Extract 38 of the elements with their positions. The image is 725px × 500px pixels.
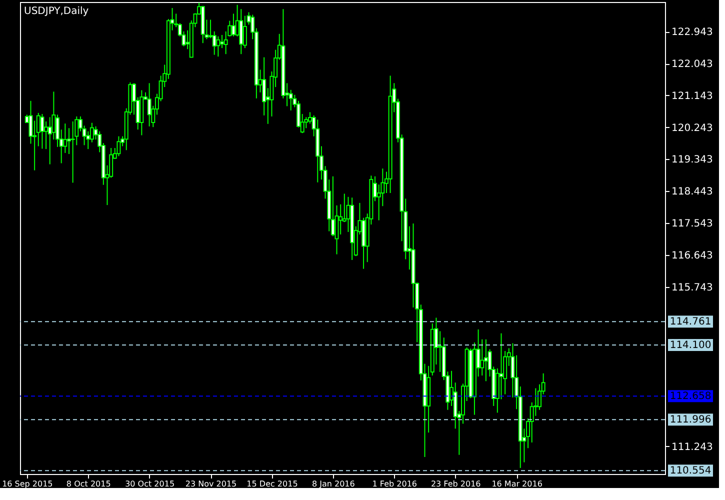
y-tick-label: 121.143	[672, 90, 713, 102]
y-tick-label: 111.243	[672, 442, 713, 453]
y-tick-label: 115.743	[672, 282, 713, 294]
x-tick-label: 16 Mar 2016	[492, 480, 542, 488]
x-tick-label: 1 Feb 2016	[372, 480, 417, 488]
candlestick	[220, 34, 224, 49]
y-tick-label: 116.643	[672, 250, 713, 262]
candlestick	[70, 120, 75, 184]
ref-line-label: 111.996	[670, 414, 712, 426]
ref-line-label: 112.658	[670, 391, 712, 402]
candlestick	[44, 120, 48, 150]
y-tick-label: 119.343	[672, 154, 713, 166]
ref-line-label: 110.554	[670, 466, 712, 477]
ref-line-label: 114.100	[670, 340, 712, 352]
candlestick	[499, 332, 504, 400]
candlestick	[63, 123, 68, 154]
x-tick-label: 8 Jan 2016	[312, 480, 355, 488]
x-tick-label: 23 Feb 2016	[430, 480, 481, 488]
candlestick	[40, 113, 44, 150]
candlestick	[116, 136, 121, 157]
candlestick	[147, 82, 152, 127]
x-tick-label: 23 Nov 2015	[185, 480, 237, 488]
y-tick-label: 120.243	[672, 122, 713, 134]
candlestick	[216, 36, 220, 58]
candlestick	[330, 176, 335, 237]
candlestick	[231, 13, 236, 37]
candlestick	[239, 8, 244, 55]
ref-line-label: 114.761	[670, 316, 712, 328]
y-tick-label: 118.443	[672, 186, 713, 198]
x-tick-label: 15 Dec 2015	[246, 480, 298, 488]
candlestick	[484, 338, 488, 382]
x-tick-label: 30 Oct 2015	[125, 480, 175, 488]
y-tick-label: 122.943	[672, 27, 713, 38]
chart-title: USDJPY,Daily	[24, 6, 89, 17]
x-tick-label: 16 Sep 2015	[2, 480, 53, 488]
y-tick-label: 122.043	[672, 59, 713, 70]
y-tick-label: 117.543	[672, 218, 713, 230]
x-tick-label: 8 Oct 2015	[66, 480, 111, 488]
